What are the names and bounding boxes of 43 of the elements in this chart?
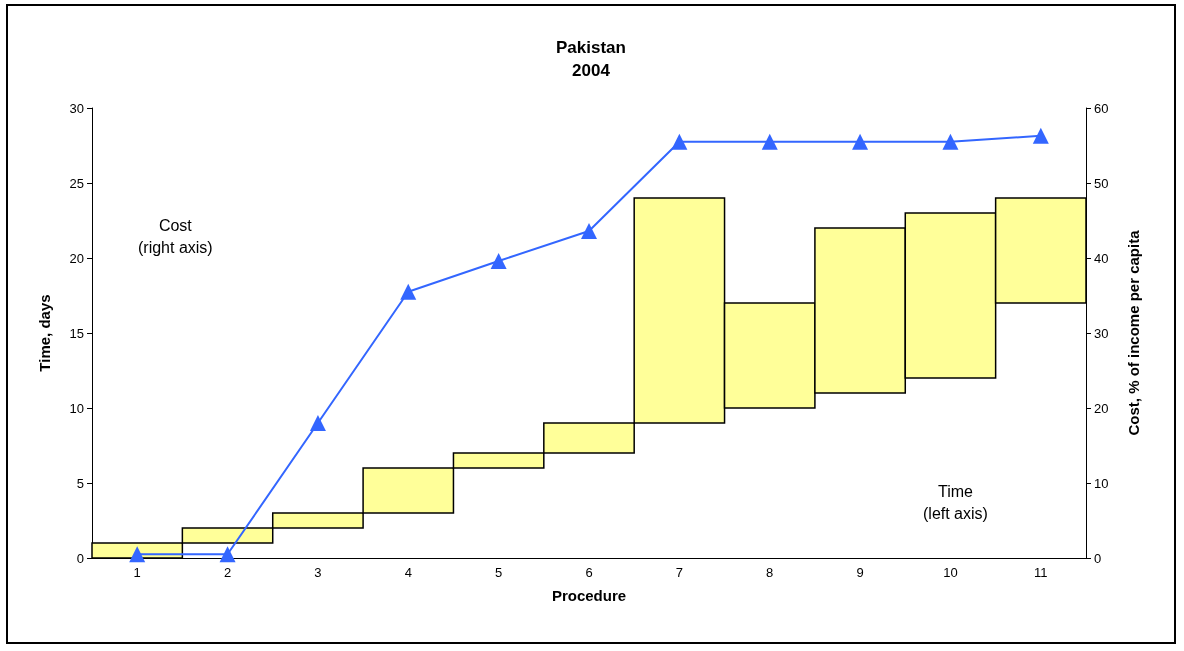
x-tick-label: 5: [495, 565, 503, 580]
y-axis-title: Time, days: [36, 294, 53, 372]
point: [490, 253, 507, 269]
chart-subtitle: 2004: [572, 61, 611, 80]
y2-tick-label: 60: [1094, 100, 1109, 116]
point: [761, 133, 778, 150]
point: [219, 546, 236, 563]
y-tick-label: 15: [69, 325, 84, 341]
x-tick-label: 2: [223, 565, 232, 580]
x-tick-label: 8: [766, 565, 774, 580]
x-tick-label: 4: [404, 565, 412, 580]
x-tick-label: 7: [675, 565, 683, 580]
chart-title: Pakistan: [556, 38, 626, 57]
y2-tick-label: 40: [1094, 250, 1109, 266]
point: [942, 133, 959, 150]
y2-tick-label: 50: [1094, 175, 1109, 191]
x-tick-label: 9: [856, 565, 864, 580]
y-tick-label: 30: [69, 100, 84, 116]
x-tick-label: 6: [585, 565, 593, 580]
point: [852, 133, 869, 150]
point: [400, 283, 417, 300]
y-tick-label: 20: [69, 250, 84, 266]
y-tick-label: 10: [69, 400, 84, 416]
point: [671, 133, 688, 150]
x-tick-label: 3: [314, 565, 322, 580]
y2-tick-label: 0: [1094, 550, 1102, 566]
x-axis-title: Procedure: [551, 587, 627, 604]
y2-tick-label: 30: [1094, 325, 1109, 341]
y-tick-label: 0: [76, 550, 84, 566]
annotation: Time (left axis): [923, 482, 988, 522]
point: [581, 223, 597, 239]
x-tick-label: 1: [133, 565, 141, 580]
y2-tick-label: 10: [1094, 475, 1109, 491]
point: [1032, 127, 1049, 144]
x-tick-label: 10: [943, 565, 958, 580]
x-tick-label: 11: [1034, 565, 1048, 580]
y2-axis-title: Cost, % of income per capita: [1125, 229, 1142, 436]
point: [309, 415, 326, 431]
y2-tick-label: 20: [1094, 400, 1109, 416]
annotation: Cost (right axis): [138, 216, 213, 256]
point: [129, 546, 146, 563]
y-tick-label: 25: [69, 175, 84, 191]
y-tick-label: 5: [76, 475, 84, 491]
